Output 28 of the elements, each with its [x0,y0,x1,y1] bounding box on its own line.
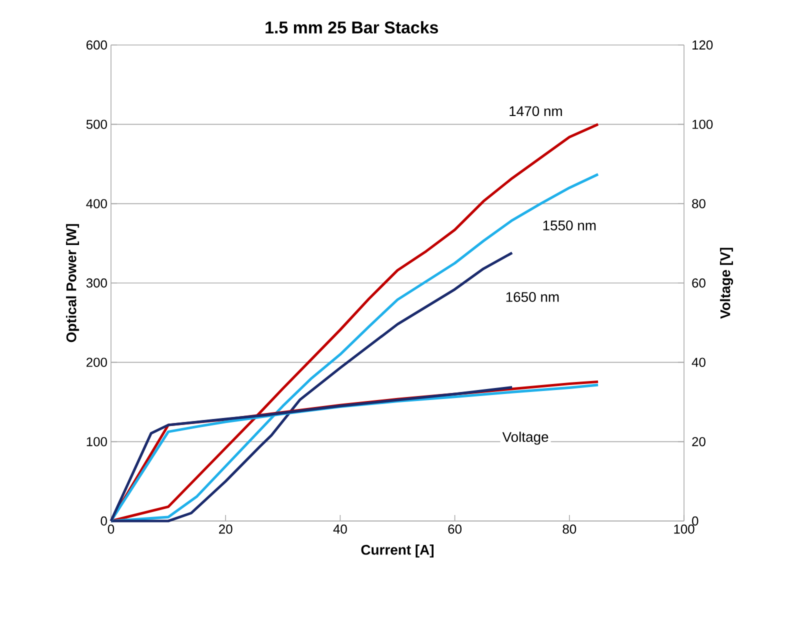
x-tick-label: 60 [448,524,462,534]
y-axis-title: Optical Power [W] [66,224,80,342]
series-label: 1470 nm [510,106,562,116]
y-tick-label: 300 [86,278,107,288]
x-tick-label: 20 [219,524,232,534]
y-tick-label: 200 [86,358,107,367]
y2-tick-label: 20 [692,437,706,446]
y2-axis-title: Voltage [V] [720,248,734,319]
y2-tick-label: 0 [692,516,698,526]
y-tick-label: 600 [86,40,107,50]
annotation: Voltage [502,432,548,445]
x-axis-title: Current [A] [361,544,434,558]
y2-tick-label: 60 [692,278,706,288]
chart-title: 1.5 mm 25 Bar Stacks [266,21,438,34]
y-tick-label: 500 [86,120,107,129]
y2-tick-label: 40 [692,358,706,367]
x-tick-label: 40 [333,524,347,534]
x-tick-label: 80 [562,524,576,534]
y2-tick-label: 100 [692,120,713,129]
y-tick-label: 0 [100,516,107,526]
y2-tick-label: 80 [692,199,706,208]
x-tick-label: 100 [674,524,694,534]
y-tick-label: 400 [86,199,107,208]
series-label: 1550 nm [543,220,596,230]
y2-tick-label: 120 [692,40,713,50]
y-tick-label: 100 [86,437,107,446]
text: 1650 nm [506,292,559,302]
x-tick-label: 0 [108,524,114,534]
